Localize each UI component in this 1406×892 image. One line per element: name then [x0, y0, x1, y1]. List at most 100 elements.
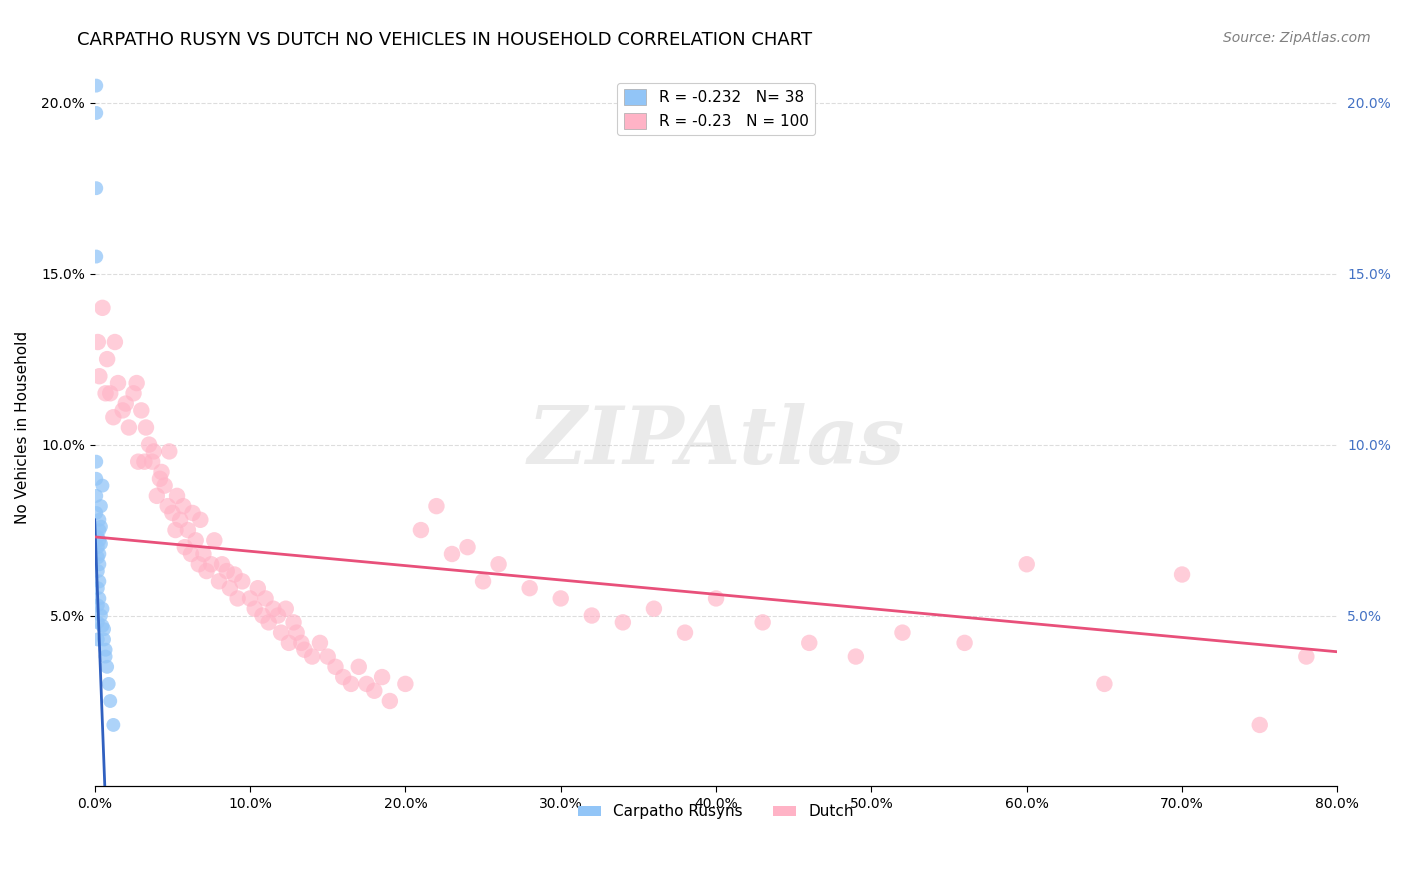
Point: [114, 396, 136, 410]
Point: [332, 670, 354, 684]
Point: [208, 574, 231, 589]
Point: [104, 334, 127, 349]
Point: [93, 632, 115, 647]
Point: [262, 601, 284, 615]
Point: [704, 591, 727, 606]
Point: [165, 523, 187, 537]
Point: [87, 599, 110, 613]
Point: [91, 601, 114, 615]
Point: [519, 581, 541, 595]
Point: [103, 718, 125, 732]
Point: [138, 437, 160, 451]
Point: [325, 660, 347, 674]
Point: [211, 558, 233, 572]
Point: [87, 334, 110, 349]
Point: [118, 420, 141, 434]
Point: [294, 642, 316, 657]
Point: [93, 622, 115, 636]
Point: [1015, 558, 1038, 572]
Point: [89, 591, 111, 606]
Point: [488, 558, 510, 572]
Point: [277, 636, 299, 650]
Point: [267, 608, 290, 623]
Y-axis label: No Vehicles in Household: No Vehicles in Household: [15, 331, 30, 524]
Point: [87, 632, 110, 647]
Point: [371, 670, 394, 684]
Text: ZIPAtlas: ZIPAtlas: [527, 403, 904, 481]
Point: [153, 478, 176, 492]
Point: [226, 591, 249, 606]
Point: [89, 369, 111, 384]
Point: [134, 455, 156, 469]
Point: [1092, 677, 1115, 691]
Point: [98, 694, 121, 708]
Point: [135, 420, 157, 434]
Text: Source: ZipAtlas.com: Source: ZipAtlas.com: [1223, 31, 1371, 45]
Point: [378, 694, 401, 708]
Point: [89, 533, 111, 548]
Point: [612, 615, 634, 630]
Point: [172, 499, 194, 513]
Point: [146, 489, 169, 503]
Point: [90, 499, 112, 513]
Point: [270, 625, 292, 640]
Point: [87, 615, 110, 630]
Point: [122, 386, 145, 401]
Point: [187, 558, 209, 572]
Point: [440, 547, 463, 561]
Point: [91, 301, 114, 315]
Point: [425, 499, 447, 513]
Point: [845, 649, 868, 664]
Point: [1249, 718, 1271, 732]
Point: [188, 513, 211, 527]
Legend: Carpatho Rusyns, Dutch: Carpatho Rusyns, Dutch: [572, 798, 860, 825]
Point: [231, 574, 253, 589]
Point: [111, 403, 134, 417]
Point: [799, 636, 821, 650]
Point: [202, 533, 225, 548]
Text: CARPATHO RUSYN VS DUTCH NO VEHICLES IN HOUSEHOLD CORRELATION CHART: CARPATHO RUSYN VS DUTCH NO VEHICLES IN H…: [77, 31, 813, 49]
Point: [309, 636, 332, 650]
Point: [149, 472, 172, 486]
Point: [891, 625, 914, 640]
Point: [89, 547, 111, 561]
Point: [87, 540, 110, 554]
Point: [254, 591, 277, 606]
Point: [84, 106, 107, 120]
Point: [340, 677, 363, 691]
Point: [283, 615, 305, 630]
Point: [472, 574, 495, 589]
Point: [301, 649, 323, 664]
Point: [156, 499, 179, 513]
Point: [215, 564, 238, 578]
Point: [90, 537, 112, 551]
Point: [246, 581, 269, 595]
Point: [84, 455, 107, 469]
Point: [218, 581, 240, 595]
Point: [643, 601, 665, 615]
Point: [252, 608, 274, 623]
Point: [87, 564, 110, 578]
Point: [89, 513, 111, 527]
Point: [243, 601, 266, 615]
Point: [193, 547, 215, 561]
Point: [89, 558, 111, 572]
Point: [91, 619, 114, 633]
Point: [87, 550, 110, 565]
Point: [84, 506, 107, 520]
Point: [142, 444, 165, 458]
Point: [457, 540, 479, 554]
Point: [550, 591, 572, 606]
Point: [84, 489, 107, 503]
Point: [89, 574, 111, 589]
Point: [84, 78, 107, 93]
Point: [195, 564, 218, 578]
Point: [94, 649, 117, 664]
Point: [363, 683, 385, 698]
Point: [90, 519, 112, 533]
Point: [91, 478, 114, 492]
Point: [169, 513, 191, 527]
Point: [127, 455, 149, 469]
Point: [162, 506, 184, 520]
Point: [409, 523, 432, 537]
